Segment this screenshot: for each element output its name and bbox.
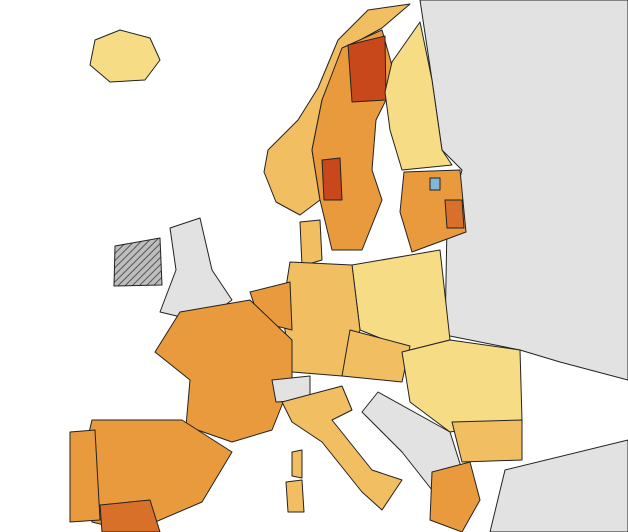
region-greece: [429, 461, 481, 532]
region-ireland: [113, 237, 163, 287]
region-portugal: [69, 429, 101, 523]
region-spain-south: [99, 499, 161, 532]
region-denmark: [299, 219, 323, 267]
region-sardinia: [285, 479, 305, 513]
region-iceland: [89, 29, 161, 83]
region-corsica: [291, 449, 303, 479]
region-sweden-central: [321, 157, 343, 201]
region-baltics: [399, 169, 467, 253]
region-france: [154, 299, 293, 443]
region-turkey: [489, 439, 628, 532]
region-bulgaria: [451, 419, 523, 463]
region-estonia-capital: [429, 177, 441, 191]
region-austria-czechia: [341, 329, 411, 383]
region-latvia-east: [444, 199, 465, 229]
region-sweden-north: [347, 35, 387, 103]
region-italy: [281, 385, 403, 511]
region-finland: [384, 21, 453, 171]
